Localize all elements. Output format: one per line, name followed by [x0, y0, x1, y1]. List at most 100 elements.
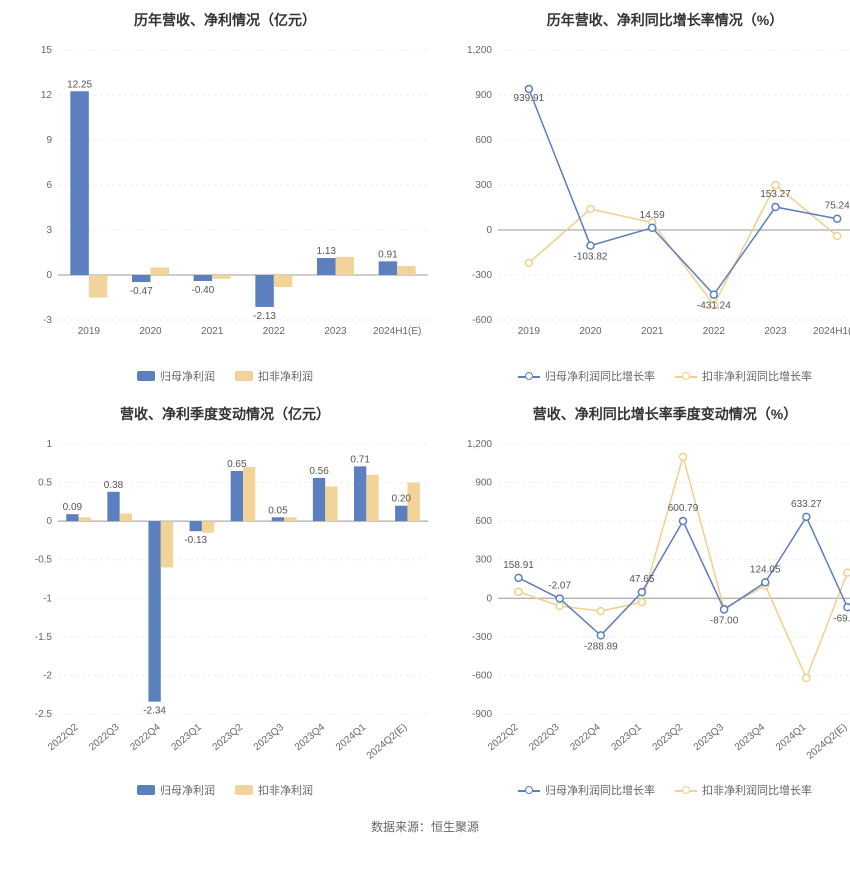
- swatch-bar1: [137, 785, 155, 795]
- chart-title: 营收、净利季度变动情况（亿元）: [120, 404, 330, 424]
- data-source-footer: 数据来源：恒生聚源: [10, 818, 840, 835]
- svg-text:-900: -900: [472, 709, 492, 720]
- svg-text:2022: 2022: [703, 326, 726, 337]
- svg-text:-2.5: -2.5: [35, 709, 53, 720]
- swatch-bar2: [235, 785, 253, 795]
- svg-text:2024H1(E): 2024H1(E): [373, 326, 421, 337]
- svg-text:-600: -600: [472, 670, 492, 681]
- svg-text:-288.89: -288.89: [584, 641, 618, 652]
- chart-annual-bar: -30369121512.25-0.47-0.40-2.131.130.9120…: [10, 40, 440, 360]
- svg-text:2023Q2: 2023Q2: [651, 722, 686, 754]
- svg-text:0: 0: [46, 270, 52, 281]
- chart-quarterly-line: -900-600-30003006009001,200158.91-2.07-2…: [450, 434, 850, 774]
- swatch-bar2: [235, 371, 253, 381]
- legend-item-line1: 归母净利润同比增长率: [518, 368, 655, 384]
- svg-text:600.79: 600.79: [668, 503, 699, 514]
- svg-text:2024Q1: 2024Q1: [334, 722, 369, 754]
- svg-text:1,200: 1,200: [467, 45, 492, 56]
- svg-text:2022Q3: 2022Q3: [87, 722, 122, 754]
- svg-text:2023Q1: 2023Q1: [609, 722, 644, 754]
- svg-text:-0.47: -0.47: [130, 286, 153, 297]
- svg-text:600: 600: [475, 135, 492, 146]
- svg-text:-0.5: -0.5: [35, 555, 53, 566]
- swatch-line1: [518, 785, 540, 795]
- svg-text:1,200: 1,200: [467, 439, 492, 450]
- svg-text:0.09: 0.09: [63, 502, 83, 513]
- svg-text:12: 12: [41, 90, 53, 101]
- svg-text:2023Q3: 2023Q3: [252, 722, 287, 754]
- svg-text:300: 300: [475, 555, 492, 566]
- svg-text:900: 900: [475, 90, 492, 101]
- legend-item-bar2: 扣非净利润: [235, 368, 313, 384]
- legend-label: 扣非净利润同比增长率: [702, 782, 812, 798]
- chart-annual-line: -600-30003006009001,200939.91-103.8214.5…: [450, 40, 850, 360]
- legend-label: 归母净利润: [160, 782, 215, 798]
- svg-text:-1: -1: [43, 593, 52, 604]
- svg-text:-1.5: -1.5: [35, 632, 53, 643]
- chart-title: 历年营收、净利情况（亿元）: [134, 10, 316, 30]
- chart-grid: 历年营收、净利情况（亿元） -30369121512.25-0.47-0.40-…: [10, 10, 840, 798]
- legend-item-line2: 扣非净利润同比增长率: [675, 782, 812, 798]
- svg-text:0: 0: [486, 225, 492, 236]
- legend-bar: 归母净利润 扣非净利润: [137, 782, 313, 798]
- chart-title: 历年营收、净利同比增长率情况（%）: [547, 10, 783, 30]
- svg-text:-300: -300: [472, 632, 492, 643]
- swatch-line2: [675, 371, 697, 381]
- legend-item-line1: 归母净利润同比增长率: [518, 782, 655, 798]
- legend-item-bar1: 归母净利润: [137, 368, 215, 384]
- svg-text:6: 6: [46, 180, 52, 191]
- svg-text:0: 0: [486, 593, 492, 604]
- svg-text:2022Q3: 2022Q3: [527, 722, 562, 754]
- legend-item-bar1: 归母净利润: [137, 782, 215, 798]
- svg-text:2021: 2021: [201, 326, 224, 337]
- svg-text:0.20: 0.20: [392, 494, 412, 505]
- panel-quarterly-growth: 营收、净利同比增长率季度变动情况（%） -900-600-30003006009…: [450, 404, 850, 798]
- svg-text:0.05: 0.05: [268, 505, 288, 516]
- svg-text:0.91: 0.91: [378, 249, 398, 260]
- svg-text:-2: -2: [43, 670, 52, 681]
- svg-text:-431.24: -431.24: [697, 301, 731, 312]
- svg-text:-0.13: -0.13: [184, 535, 207, 546]
- svg-text:2020: 2020: [579, 326, 602, 337]
- svg-text:2023Q3: 2023Q3: [692, 722, 727, 754]
- svg-text:0.71: 0.71: [350, 454, 370, 465]
- svg-text:14.59: 14.59: [640, 210, 665, 221]
- chart-title: 营收、净利同比增长率季度变动情况（%）: [533, 404, 797, 424]
- svg-text:-3: -3: [43, 315, 52, 326]
- svg-text:153.27: 153.27: [760, 189, 791, 200]
- svg-text:2023Q2: 2023Q2: [211, 722, 246, 754]
- svg-text:15: 15: [41, 45, 53, 56]
- svg-text:-0.40: -0.40: [192, 285, 215, 296]
- chart-quarterly-bar: -2.5-2-1.5-1-0.500.510.090.38-2.34-0.130…: [10, 434, 440, 774]
- svg-text:1.13: 1.13: [317, 246, 337, 257]
- svg-text:-87.00: -87.00: [710, 615, 739, 626]
- svg-text:600: 600: [475, 516, 492, 527]
- legend-label: 归母净利润同比增长率: [545, 368, 655, 384]
- svg-text:0.5: 0.5: [38, 478, 52, 489]
- legend-bar: 归母净利润 扣非净利润: [137, 368, 313, 384]
- svg-text:2024Q2(E): 2024Q2(E): [805, 722, 850, 762]
- svg-text:0: 0: [46, 516, 52, 527]
- legend-label: 扣非净利润同比增长率: [702, 368, 812, 384]
- svg-text:300: 300: [475, 180, 492, 191]
- panel-annual-growth: 历年营收、净利同比增长率情况（%） -600-30003006009001,20…: [450, 10, 850, 384]
- svg-text:9: 9: [46, 135, 52, 146]
- svg-text:2024H1(E): 2024H1(E): [813, 326, 850, 337]
- svg-text:633.27: 633.27: [791, 499, 822, 510]
- svg-text:2024Q1: 2024Q1: [774, 722, 809, 754]
- svg-text:-69.94: -69.94: [833, 613, 850, 624]
- svg-text:-2.34: -2.34: [143, 706, 166, 717]
- svg-text:2022Q2: 2022Q2: [46, 722, 81, 754]
- svg-text:2023Q1: 2023Q1: [169, 722, 204, 754]
- svg-text:2022Q4: 2022Q4: [128, 722, 163, 754]
- svg-text:2023: 2023: [764, 326, 787, 337]
- svg-text:2022Q4: 2022Q4: [568, 722, 603, 754]
- svg-text:158.91: 158.91: [503, 560, 534, 571]
- svg-text:12.25: 12.25: [67, 79, 92, 90]
- svg-text:2023: 2023: [324, 326, 347, 337]
- panel-annual-values: 历年营收、净利情况（亿元） -30369121512.25-0.47-0.40-…: [10, 10, 440, 384]
- svg-text:2023Q4: 2023Q4: [733, 722, 768, 754]
- svg-text:2024Q2(E): 2024Q2(E): [365, 722, 410, 762]
- svg-text:0.38: 0.38: [104, 480, 124, 491]
- svg-text:-103.82: -103.82: [574, 252, 608, 263]
